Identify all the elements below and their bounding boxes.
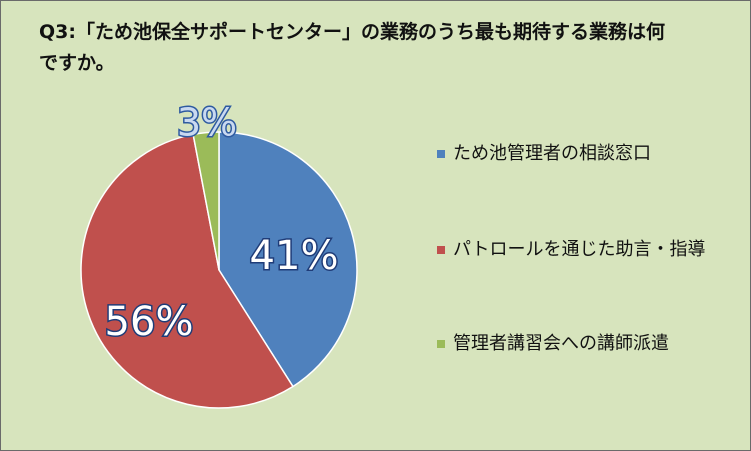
legend-item-patrol: パトロールを通じた助言・指導 (437, 237, 727, 263)
legend-item-lecturer: 管理者講習会への講師派遣 (437, 331, 727, 357)
legend-label-patrol: パトロールを通じた助言・指導 (453, 239, 706, 260)
data-label-patrol: 56% (105, 299, 194, 345)
legend-swatch-consultation (437, 150, 445, 158)
legend-label-consultation: ため池管理者の相談窓口 (453, 143, 651, 164)
chart-title: Q3:「ため池保全サポートセンター」の業務のうち最も期待する業務は何ですか。 (39, 21, 665, 74)
legend-swatch-lecturer (437, 340, 445, 348)
legend-label-lecturer: 管理者講習会への講師派遣 (453, 333, 669, 354)
slice-lecturer (192, 131, 220, 271)
data-label-lecturer: 3% (177, 101, 237, 145)
legend-item-consultation: ため池管理者の相談窓口 (437, 141, 727, 167)
legend-swatch-patrol (437, 246, 445, 254)
slice-patrol (80, 133, 294, 409)
slice-consultation (218, 131, 358, 388)
data-label-consultation: 41% (250, 233, 339, 279)
